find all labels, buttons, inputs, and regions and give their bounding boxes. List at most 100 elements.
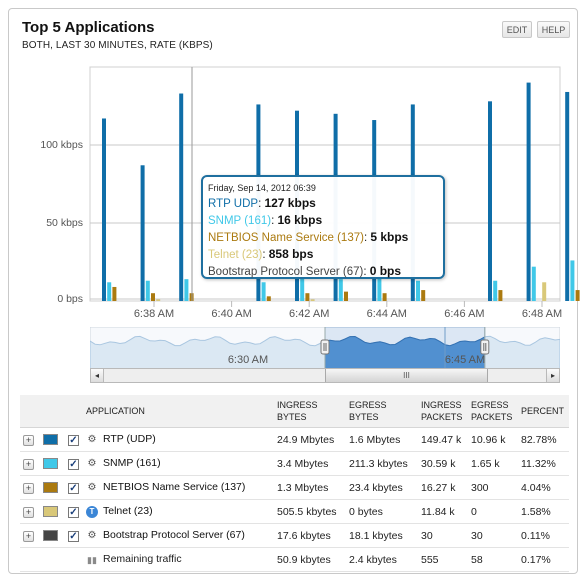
chart-tooltip: Friday, Sep 14, 2012 06:39 RTP UDP: 127 … [201, 175, 445, 279]
series-visible-checkbox[interactable]: ✓ [68, 482, 79, 494]
series-visible-checkbox[interactable]: ✓ [68, 458, 79, 470]
scroll-right-button[interactable]: ▸ [546, 369, 559, 382]
series-color-swatch[interactable] [43, 458, 58, 470]
scrollbar-thumb[interactable]: III [325, 369, 488, 382]
egress-packets-cell: 0 [468, 499, 518, 524]
range-scrollbar[interactable]: ◂ III ▸ [90, 368, 560, 383]
table-row: + ✓ ⚙ Bootstrap Protocol Server (67) 17.6… [20, 523, 569, 548]
range-navigator[interactable]: 6:30 AM 6:45 AM [89, 326, 561, 370]
grip-icon: III [403, 371, 410, 380]
percent-cell: 4.04% [518, 475, 569, 500]
application-name[interactable]: RTP (UDP) [103, 433, 156, 446]
tooltip-series-value: 858 bps [268, 247, 314, 261]
percent-cell: 82.78% [518, 427, 569, 452]
panel-title: Top 5 Applications [22, 19, 155, 36]
percent-cell: 11.32% [518, 451, 569, 476]
navigator-handle[interactable] [480, 339, 490, 355]
expand-row-button[interactable]: + [23, 458, 34, 470]
ingress-bytes-cell: 17.6 kbytes [274, 523, 346, 548]
egress-bytes-cell: 18.1 kbytes [346, 523, 418, 548]
egress-packets-cell: 30 [468, 523, 518, 548]
arrow-left-icon: ◂ [94, 371, 99, 380]
remaining-traffic-label: Remaining traffic [103, 553, 182, 566]
series-color-swatch[interactable] [43, 506, 58, 518]
expand-row-button[interactable]: + [23, 530, 34, 542]
percent-cell: 0.17% [518, 547, 569, 572]
ingress-packets-cell: 16.27 k [418, 475, 468, 500]
tooltip-row: RTP UDP: 127 kbps [208, 196, 316, 210]
tooltip-row: SNMP (161): 16 kbps [208, 213, 323, 227]
expand-row-button[interactable]: + [23, 434, 34, 446]
application-name[interactable]: SNMP (161) [103, 457, 161, 470]
egress-packets-cell: 10.96 k [468, 427, 518, 452]
col-ingress-packets: INGRESS PACKETS [418, 395, 468, 428]
help-button[interactable]: HELP [537, 21, 570, 38]
series-visible-checkbox[interactable]: ✓ [68, 506, 79, 518]
navigator-handle[interactable] [320, 339, 330, 355]
navigator-time-label: 6:45 AM [445, 354, 485, 366]
egress-packets-cell: 300 [468, 475, 518, 500]
tooltip-series-value: 16 kbps [277, 213, 323, 227]
table-header-row: APPLICATION INGRESS BYTES EGRESS BYTES I… [20, 395, 569, 428]
tooltip-row: Telnet (23): 858 bps [208, 247, 314, 261]
arrow-right-icon: ▸ [550, 371, 555, 380]
navigator-chart: 6:30 AM 6:45 AM [89, 326, 561, 370]
ingress-bytes-cell: 3.4 Mbytes [274, 451, 346, 476]
navigator-selection[interactable] [324, 326, 486, 370]
percent-cell: 0.11% [518, 523, 569, 548]
series-color-swatch[interactable] [43, 482, 58, 494]
ingress-packets-cell: 30.59 k [418, 451, 468, 476]
expand-row-button[interactable]: + [23, 506, 34, 518]
percent-cell: 1.58% [518, 499, 569, 524]
scroll-left-button[interactable]: ◂ [91, 369, 104, 382]
table-row: + ✓ ⚙ RTP (UDP) 24.9 Mbytes 1.6 Mbytes 14… [20, 427, 569, 452]
tooltip-series-value: 5 kbps [370, 230, 409, 244]
tooltip-series-label: NETBIOS Name Service (137) [208, 232, 364, 244]
gear-icon: ⚙ [87, 481, 97, 493]
application-name[interactable]: NETBIOS Name Service (137) [103, 481, 246, 494]
panel-subtitle: BOTH, LAST 30 MINUTES, RATE (KBPS) [22, 40, 213, 51]
col-egress-bytes: EGRESS BYTES [346, 395, 418, 428]
egress-bytes-cell: 0 bytes [346, 499, 418, 524]
series-visible-checkbox[interactable]: ✓ [68, 434, 79, 446]
tooltip-date: Friday, Sep 14, 2012 06:39 [208, 183, 316, 193]
gear-icon: ⚙ [87, 529, 97, 541]
tooltip-row: Bootstrap Protocol Server (67): 0 bps [208, 264, 402, 278]
tooltip-series-label: Telnet (23) [208, 249, 263, 261]
gear-icon: ⚙ [87, 433, 97, 445]
egress-bytes-cell: 1.6 Mbytes [346, 427, 418, 452]
applications-table: APPLICATION INGRESS BYTES EGRESS BYTES I… [20, 395, 569, 572]
table-row: + ✓ ⚙ NETBIOS Name Service (137) 1.3 Mbyt… [20, 475, 569, 500]
tooltip-row: NETBIOS Name Service (137): 5 kbps [208, 230, 409, 244]
edit-button[interactable]: EDIT [502, 21, 532, 38]
egress-bytes-cell: 211.3 kbytes [346, 451, 418, 476]
tooltip-series-value: 0 bps [369, 264, 402, 278]
gear-icon: ⚙ [87, 457, 97, 469]
ingress-packets-cell: 11.84 k [418, 499, 468, 524]
application-name[interactable]: Telnet (23) [103, 505, 153, 518]
ingress-bytes-cell: 24.9 Mbytes [274, 427, 346, 452]
tooltip-series-label: SNMP (161) [208, 215, 272, 227]
ingress-packets-cell: 30 [418, 523, 468, 548]
series-visible-checkbox[interactable]: ✓ [68, 530, 79, 542]
tooltip-series-value: 127 kbps [264, 196, 316, 210]
series-color-swatch[interactable] [43, 530, 58, 542]
application-name[interactable]: Bootstrap Protocol Server (67) [103, 529, 245, 542]
col-egress-packets: EGRESS PACKETS [468, 395, 518, 428]
expand-row-button[interactable]: + [23, 482, 34, 494]
col-application: APPLICATION [83, 395, 274, 428]
ingress-bytes-cell: 1.3 Mbytes [274, 475, 346, 500]
table-row: + ✓ T Telnet (23) 505.5 kbytes 0 bytes 11… [20, 499, 569, 524]
egress-bytes-cell: 2.4 kbytes [346, 547, 418, 572]
tooltip-series-label: RTP UDP [208, 198, 259, 210]
navigator-time-label: 6:30 AM [228, 354, 268, 366]
ingress-packets-cell: 149.47 k [418, 427, 468, 452]
col-percent: PERCENT [518, 395, 569, 428]
col-ingress-bytes: INGRESS BYTES [274, 395, 346, 428]
ingress-packets-cell: 555 [418, 547, 468, 572]
series-color-swatch[interactable] [43, 434, 58, 446]
ingress-bytes-cell: 50.9 kbytes [274, 547, 346, 572]
egress-packets-cell: 1.65 k [468, 451, 518, 476]
bar-chart-icon: ▮▮ [87, 554, 97, 565]
telnet-icon: T [86, 505, 98, 518]
